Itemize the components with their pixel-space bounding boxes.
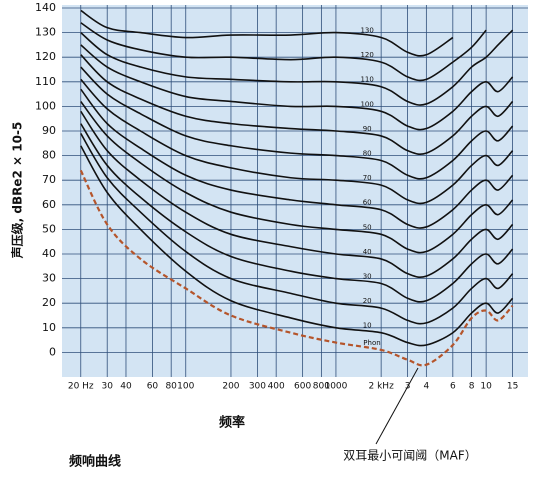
x-tick-label: 6: [450, 382, 456, 392]
loudness-curve: [80, 44, 514, 131]
x-axis-title: 频率: [219, 415, 245, 431]
x-tick-label: 600: [294, 382, 311, 392]
x-tick-label: 60: [147, 382, 159, 392]
x-tick-label: 1000: [324, 382, 347, 392]
curve-label: 130: [360, 27, 373, 35]
y-tick-label: 70: [42, 173, 56, 186]
maf-curve: [79, 169, 514, 367]
y-tick-label: 140: [35, 1, 56, 14]
x-tick-label: 20 Hz: [68, 382, 94, 392]
loudness-curve: [80, 9, 454, 57]
x-tick-label: 300: [249, 382, 266, 392]
y-tick-label: 120: [35, 50, 56, 63]
y-tick-label: 20: [42, 296, 56, 309]
curve-label: 50: [363, 223, 372, 231]
y-tick-label: 10: [42, 321, 56, 334]
x-tick-label: 3: [405, 382, 411, 392]
y-tick-label: 90: [42, 124, 56, 137]
x-tick-label: 8: [469, 382, 475, 392]
curve-label: 60: [363, 199, 372, 207]
curve-label: 70: [363, 174, 372, 182]
x-tick-label: 400: [268, 382, 285, 392]
curve-label: 120: [360, 51, 373, 59]
curve-label: 40: [363, 248, 372, 256]
loudness-curve: [80, 123, 514, 303]
x-tick-label: 4: [423, 382, 429, 392]
loudness-curve: [80, 54, 514, 155]
unit-label: Phon: [363, 339, 380, 347]
y-tick-label: 50: [42, 222, 56, 235]
y-tick-label: 0: [49, 345, 56, 358]
x-tick-label: 800: [313, 382, 330, 392]
x-tick-label: 80: [165, 382, 177, 392]
curve-label: 30: [363, 273, 372, 281]
y-tick-label: 40: [42, 247, 56, 260]
annotation-arrow: [375, 367, 419, 445]
loudness-curve: [80, 133, 514, 325]
x-tick-label: 100: [177, 382, 194, 392]
loudness-curve: [80, 145, 514, 347]
curve-label: 100: [360, 100, 373, 108]
curve-label: 20: [363, 297, 372, 305]
x-tick-label: 30: [101, 382, 113, 392]
x-tick-label: 10: [480, 382, 492, 392]
loudness-curve: [80, 22, 487, 82]
loudness-curve: [80, 78, 514, 205]
x-tick-label: 200: [222, 382, 239, 392]
y-tick-label: 30: [42, 272, 56, 285]
y-tick-label: 80: [42, 149, 56, 162]
y-tick-label: 100: [35, 99, 56, 112]
curve-label: 110: [360, 76, 373, 84]
x-tick-label: 15: [507, 382, 518, 392]
y-tick-label: 110: [35, 75, 56, 88]
y-tick-label: 60: [42, 198, 56, 211]
x-tick-label: 40: [120, 382, 132, 392]
loudness-curve: [80, 29, 514, 106]
curve-label: 80: [363, 150, 372, 158]
y-tick-label: 130: [35, 26, 56, 39]
loudness-curve: [80, 88, 514, 229]
x-tick-label: 2 kHz: [369, 382, 395, 392]
y-axis-title: 声压级, dBRe2 × 10-5: [10, 122, 25, 260]
curve-label: 10: [363, 322, 372, 330]
loudness-curve: [80, 110, 514, 278]
loudness-curve: [80, 100, 514, 254]
curve-label: 90: [363, 125, 372, 133]
caption: 频响曲线: [69, 454, 121, 470]
maf-annotation: 双耳最小可闻阈（MAF）: [343, 448, 476, 463]
loudness-curve: [80, 66, 514, 180]
